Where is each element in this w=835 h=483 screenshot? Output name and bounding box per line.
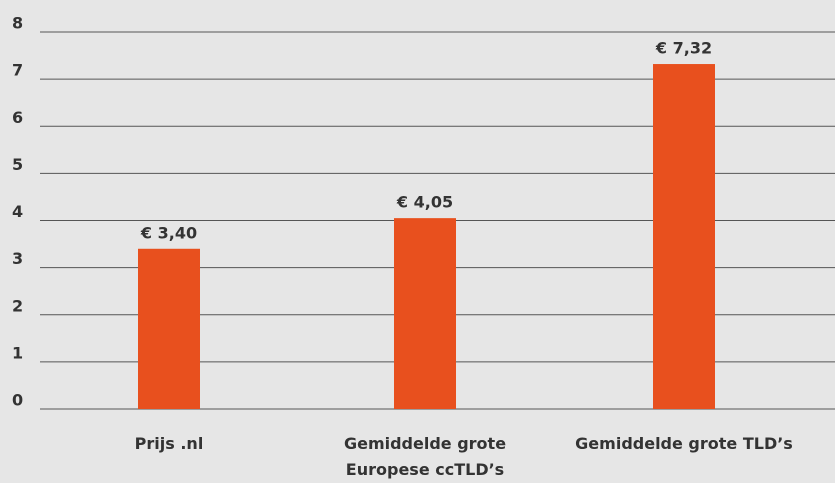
y-tick-label: 1 (12, 343, 23, 362)
y-tick-label: 7 (12, 61, 23, 80)
value-label: € 3,40 (140, 223, 197, 242)
bar (138, 248, 200, 409)
y-tick-label: 8 (12, 14, 23, 33)
x-tick-label: Gemiddelde grote Europese ccTLD’s (343, 434, 507, 479)
value-label: € 4,05 (396, 193, 453, 212)
y-tick-label: 3 (12, 249, 23, 268)
y-tick-label: 4 (12, 202, 23, 221)
x-tick-label: Gemiddelde grote TLD’s (575, 434, 793, 453)
y-tick-label: 5 (12, 155, 23, 174)
x-tick-label: Prijs .nl (134, 434, 204, 453)
bar (394, 218, 456, 409)
y-tick-label: 6 (12, 108, 23, 127)
y-tick-label: 2 (12, 296, 23, 315)
value-label: € 7,32 (655, 39, 712, 58)
bar (653, 64, 715, 410)
y-tick-label: 0 (12, 391, 23, 410)
